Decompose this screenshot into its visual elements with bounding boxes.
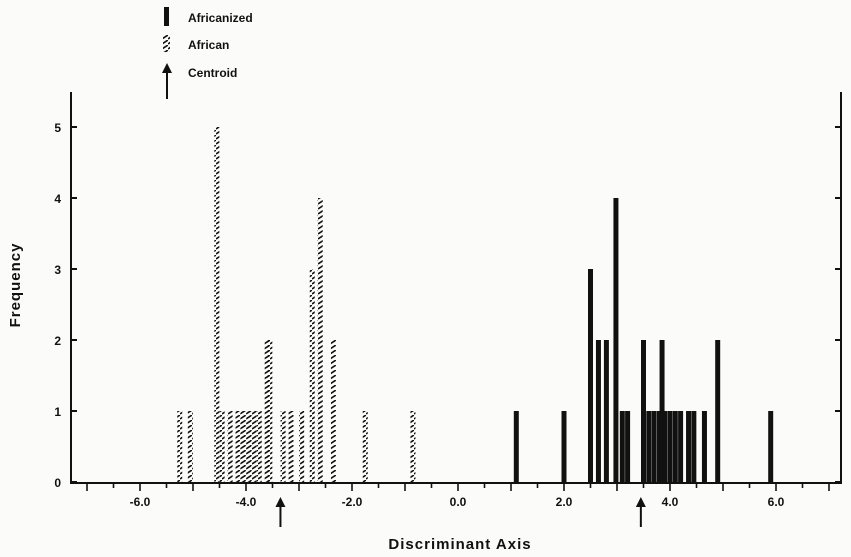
y-tick-label: 4: [54, 192, 61, 206]
legend: Africanized African Centroid: [162, 7, 253, 99]
bar-africanized: [646, 411, 652, 482]
bar-african: [214, 127, 220, 482]
x-axis-ticks: -6.0 -4.0 -2.0 0.0 2.0 4.0 6.0: [86, 483, 830, 509]
bar-african: [267, 340, 273, 482]
bar-africanized: [588, 269, 593, 482]
bar-african: [227, 411, 233, 482]
legend-swatch-african: [163, 35, 170, 52]
y-tick-label: 3: [54, 263, 61, 277]
y-tick-label: 0: [54, 476, 61, 490]
bar-africanized: [715, 340, 721, 482]
legend-swatch-africanized: [164, 7, 169, 26]
bar-african: [330, 340, 336, 482]
bar-african: [410, 411, 416, 482]
x-tick-label: -4.0: [236, 495, 257, 509]
bar-african: [256, 411, 262, 482]
bar-african: [235, 411, 241, 482]
x-tick-label: -6.0: [130, 495, 151, 509]
bar-africanized: [641, 340, 646, 482]
bar-africanized: [625, 411, 631, 482]
bar-african: [280, 411, 286, 482]
bar-african: [240, 411, 246, 482]
bar-africanized: [662, 411, 668, 482]
bar-african: [246, 411, 252, 482]
bar-africanized: [595, 340, 601, 482]
bar-african: [219, 411, 225, 482]
bar-african: [251, 411, 257, 482]
bar-africanized: [678, 411, 684, 482]
x-tick-label: 4.0: [662, 495, 679, 509]
bar-african: [362, 411, 368, 482]
bar-africanized: [651, 411, 657, 482]
bar-africanized: [561, 411, 567, 482]
bar-africanized: [603, 340, 609, 482]
bar-africanized: [513, 411, 519, 482]
x-tick-label: -2.0: [342, 495, 363, 509]
bar-africanized: [613, 198, 619, 482]
x-tick-label: 0.0: [450, 495, 467, 509]
bar-africanized: [656, 411, 662, 482]
bar-african: [187, 411, 193, 482]
y-tick-label: 5: [54, 121, 61, 135]
x-tick-label: 2.0: [556, 495, 573, 509]
bar-african: [264, 340, 270, 482]
bar-africanized: [619, 411, 625, 482]
centroid-arrow-icon: [162, 63, 172, 99]
y-axis-title: Frequency: [7, 243, 24, 328]
centroid-markers: [275, 497, 646, 527]
y-axis-ticks: 0 1 2 3 4 5: [54, 121, 841, 490]
legend-label-african: African: [188, 38, 229, 52]
bar-african: [288, 411, 294, 482]
x-tick-label: 6.0: [768, 495, 785, 509]
y-tick-label: 1: [54, 405, 61, 419]
bar-africanized: [667, 411, 673, 482]
x-axis-title: Discriminant Axis: [388, 536, 531, 553]
bar-africanized: [768, 411, 774, 482]
bar-african: [317, 198, 323, 482]
centroid-africanized-arrow-icon: [635, 497, 646, 527]
bar-africanized: [672, 411, 678, 482]
bar-african: [299, 411, 305, 482]
legend-label-africanized: Africanized: [188, 11, 253, 25]
bar-africanized: [686, 411, 692, 482]
bars: [177, 127, 774, 482]
bar-africanized: [691, 411, 697, 482]
bar-africanized: [659, 340, 665, 482]
bar-africanized: [701, 411, 707, 482]
y-tick-label: 2: [54, 334, 61, 348]
bar-african: [309, 269, 315, 482]
legend-label-centroid: Centroid: [188, 66, 237, 80]
centroid-african-arrow-icon: [275, 497, 286, 527]
bar-african: [177, 411, 183, 482]
plot-frame: [70, 92, 842, 484]
